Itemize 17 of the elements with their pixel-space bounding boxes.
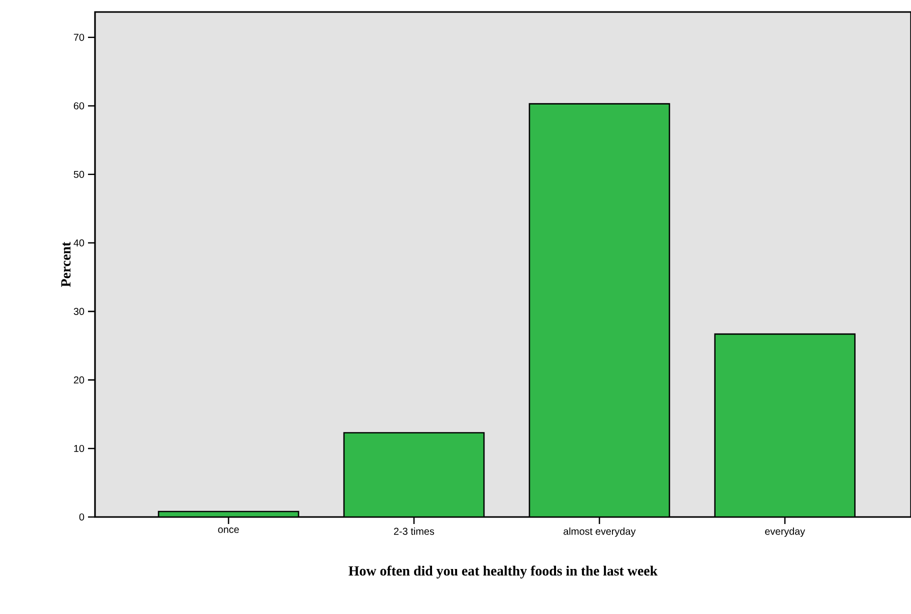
- y-tick-label: 70: [74, 34, 84, 41]
- x-tick-label: everyday: [765, 528, 806, 537]
- y-tick-label: 30: [74, 308, 84, 315]
- y-axis-title: Percent: [61, 242, 71, 287]
- x-tick-label: once: [218, 528, 239, 533]
- bar: [529, 104, 670, 517]
- y-tick-label: 50: [74, 170, 84, 178]
- y-tick-label: 20: [74, 376, 84, 384]
- x-tick-label: 2-3 times: [394, 528, 434, 535]
- y-tick-label: 10: [74, 444, 84, 452]
- y-tick-label: 0: [79, 513, 84, 521]
- x-axis-title: How often did you eat healthy foods in the last week: [348, 566, 658, 578]
- x-tick-label: almost everyday: [564, 528, 636, 537]
- bar: [714, 333, 856, 517]
- y-tick-label: 40: [74, 239, 84, 246]
- bar: [343, 432, 485, 517]
- y-tick-label: 60: [74, 102, 84, 110]
